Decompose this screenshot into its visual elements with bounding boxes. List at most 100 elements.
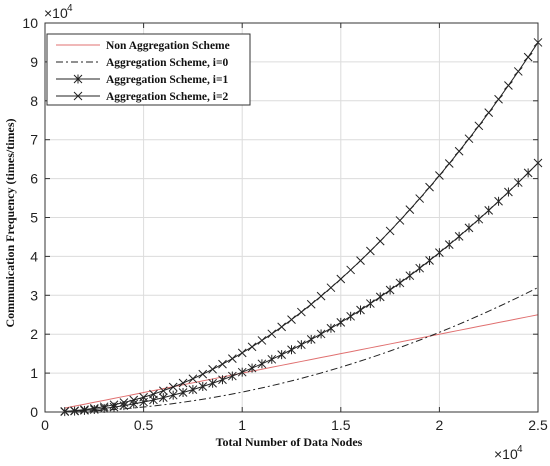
data-point-marker [356,256,365,265]
data-point-marker [129,395,139,405]
data-point-marker [464,134,474,144]
y-scale-base: ×10 [44,5,68,21]
data-point-marker [247,342,257,352]
data-point-marker [218,375,227,385]
data-point-marker [326,323,336,333]
data-point-marker [119,398,129,407]
x-scale-exponent: 4 [517,444,523,455]
legend: Non Aggregation Scheme Aggregation Schem… [46,33,251,106]
x-tick-label: 1.5 [331,417,351,433]
data-point-marker [306,299,316,309]
data-point-marker [425,256,434,266]
y-tick-label: 0 [30,404,38,420]
data-point-marker [356,305,365,315]
x-tick-label: 1 [238,417,246,433]
data-point-marker [70,406,79,416]
data-point-marker [454,146,464,156]
data-point-marker [474,121,484,131]
data-point-marker [513,178,523,188]
series-3 [60,38,543,416]
data-point-marker [494,94,503,104]
x-tick-label: 0 [41,417,49,433]
data-point-marker [504,81,513,90]
y-tick-label: 4 [30,248,38,264]
data-point-marker [188,374,198,384]
data-point-marker [168,390,178,400]
y-tick-label: 7 [30,132,38,148]
data-point-marker [464,223,474,233]
data-point-marker [129,399,139,409]
data-point-marker [346,311,356,321]
data-point-marker [375,292,385,302]
data-point-marker [484,205,494,215]
data-point-marker [316,329,326,339]
x-tick-label: 0.5 [134,417,154,433]
data-point-marker [208,378,217,388]
data-point-marker [99,402,109,412]
data-point-marker [405,271,415,281]
data-point-marker [385,226,395,236]
series-line-0 [64,314,539,409]
data-point-marker [297,340,306,350]
axis-ticks: 0 0.5 1 1.5 2 2.5 0 1 2 3 4 5 6 7 8 9 10 [22,15,548,433]
legend-entry-3: Aggregation Scheme, i=2 [106,91,229,103]
data-point-marker [405,205,415,214]
data-point-marker [267,329,277,339]
data-point-marker [109,400,119,410]
y-tick-label: 3 [30,287,38,303]
y-tick-label: 8 [30,93,38,109]
data-point-marker [513,67,523,76]
data-point-marker [277,350,286,360]
data-point-marker [287,315,296,324]
data-point-marker [395,278,405,288]
data-point-marker [444,240,454,250]
data-point-marker [346,265,356,275]
legend-swatch-marker-3 [73,91,83,101]
data-point-marker [227,371,237,381]
legend-swatches [56,44,100,101]
data-point-marker [60,407,70,416]
data-point-marker [158,386,168,396]
y-axis-label: Communication Frequency (times/times) [3,118,17,327]
data-point-marker [168,382,178,392]
data-point-marker [237,367,247,377]
data-point-marker [326,283,336,293]
data-point-marker [89,403,99,413]
legend-swatch-marker-2 [73,74,83,84]
x-tick-label: 2 [436,417,444,433]
data-point-marker [198,382,208,392]
x-tick-label: 2.5 [528,417,548,433]
data-point-marker [366,299,375,309]
series-0 [64,314,539,409]
y-tick-label: 9 [30,54,38,70]
legend-entry-2: Aggregation Scheme, i=1 [106,74,229,86]
data-point-marker [415,194,425,203]
data-point-marker [425,182,434,192]
data-point-marker [267,354,277,364]
data-point-marker [287,345,296,355]
data-point-marker [336,317,346,327]
data-point-marker [247,363,257,373]
y-tick-label: 5 [30,210,38,226]
data-point-marker [435,248,444,258]
data-point-marker [336,274,346,284]
data-point-marker [523,52,533,62]
data-point-marker [257,336,267,345]
legend-entry-0: Non Aggregation Scheme [106,40,230,52]
data-point-marker [444,159,454,168]
data-point-marker [178,387,188,397]
data-point-marker [415,263,425,273]
data-point-marker [395,216,405,225]
data-point-marker [375,236,385,246]
data-point-marker [306,334,316,344]
data-point-marker [218,359,227,369]
data-point-marker [198,369,208,379]
data-point-marker [504,187,513,197]
series-layer [60,38,543,417]
data-point-marker [149,389,158,399]
data-point-marker [366,246,375,256]
y-tick-label: 10 [22,15,38,31]
data-point-marker [484,108,494,118]
data-point-marker [454,231,464,241]
